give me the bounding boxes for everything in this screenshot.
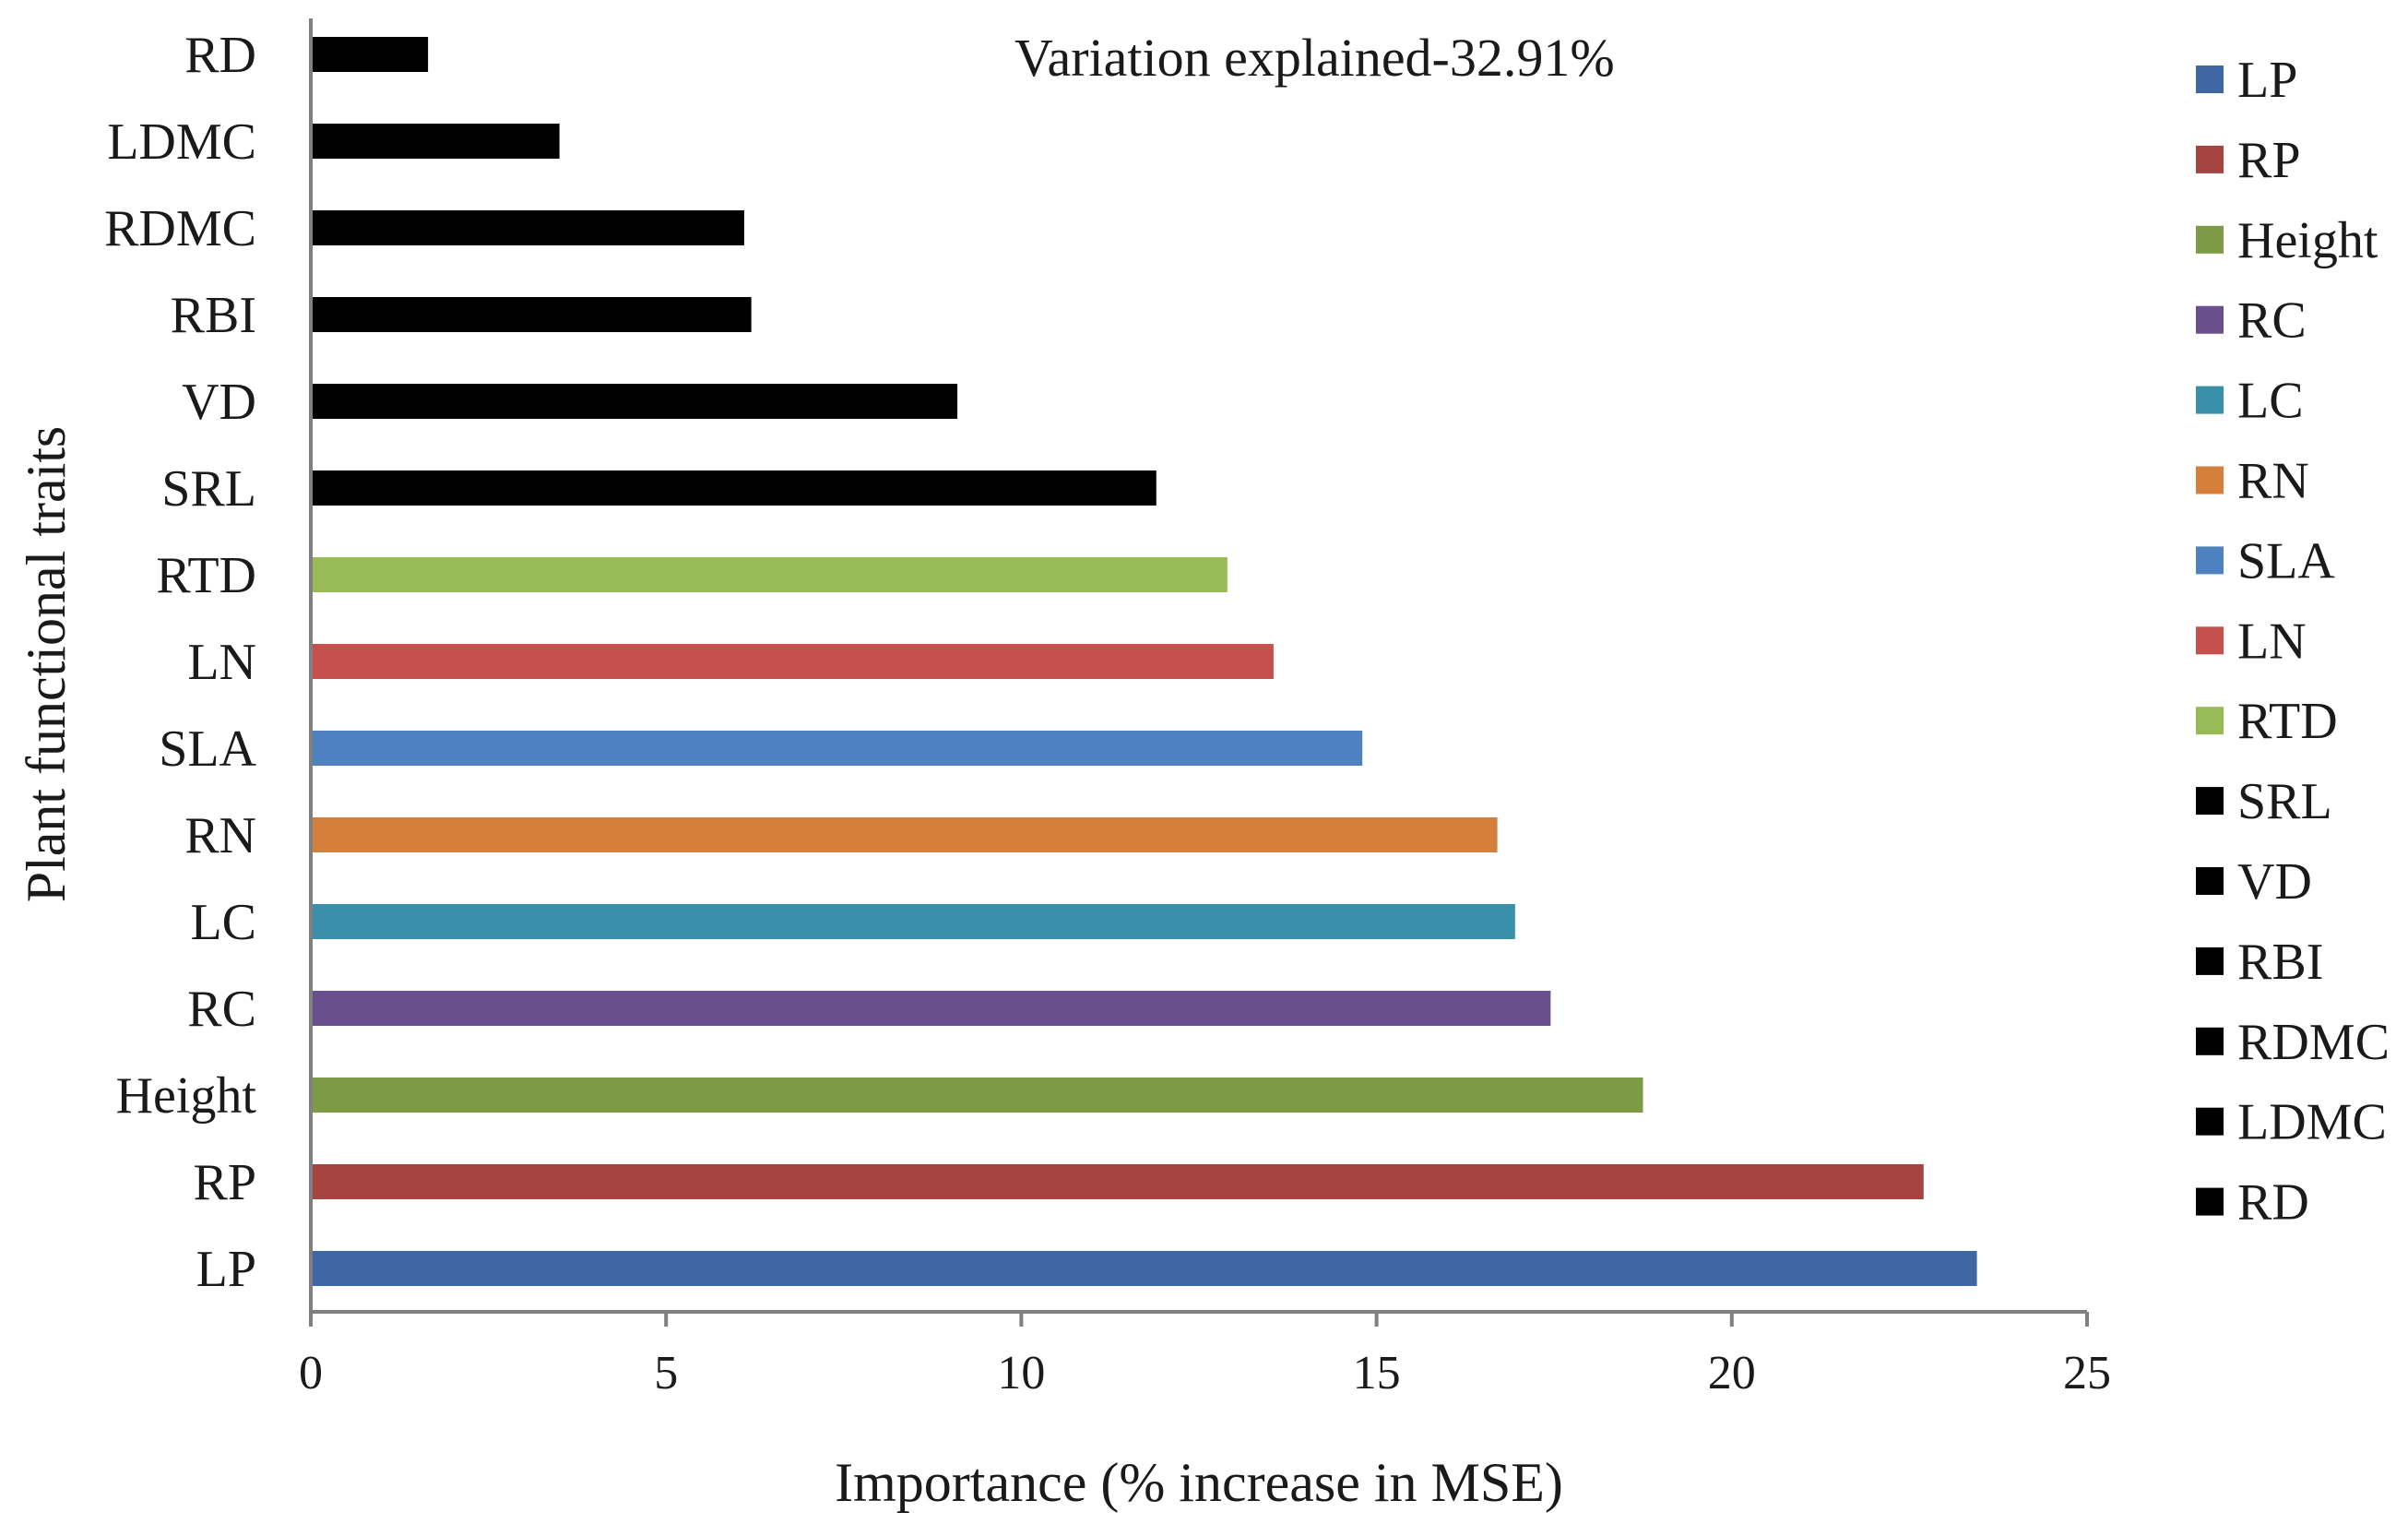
category-label-rn: RN — [184, 807, 256, 864]
bar-rdmc — [311, 210, 744, 245]
legend-label-rtd: RTD — [2237, 693, 2338, 750]
legend: LP RP Height RC LC RN SLA LN RTD SRL VD RBI RDMC LDMC… — [2196, 52, 2390, 1232]
legend-swatch-lc — [2196, 386, 2224, 414]
category-label-rd: RD — [184, 27, 256, 84]
category-label-vd: VD — [182, 374, 256, 431]
legend-label-rn: RN — [2237, 453, 2309, 510]
category-label-sla: SLA — [159, 720, 256, 778]
x-axis-ticks: 0 5 10 15 20 25 — [299, 1312, 2111, 1399]
x-tick-label: 25 — [2063, 1347, 2111, 1399]
legend-swatch-ln — [2196, 626, 2224, 655]
legend-label-ln: LN — [2237, 613, 2307, 670]
x-tick-label: 20 — [1708, 1347, 1756, 1399]
axes — [309, 18, 2087, 1325]
bar-vd — [311, 384, 958, 419]
legend-label-rbi: RBI — [2237, 934, 2323, 991]
category-label-ldmc: LDMC — [107, 113, 256, 171]
category-label-lp: LP — [196, 1241, 256, 1298]
category-label-rdmc: RDMC — [104, 200, 256, 257]
legend-label-lc: LC — [2237, 373, 2304, 430]
legend-label-vd: VD — [2237, 853, 2312, 911]
legend-swatch-rn — [2196, 466, 2224, 494]
bar-ln — [311, 644, 1274, 679]
category-labels: LP RP Height RC LC RN SLA LN RTD SRL VD RBI RDMC LDMC… — [104, 27, 256, 1298]
category-label-rc: RC — [187, 981, 256, 1038]
x-tick-label: 5 — [654, 1347, 678, 1399]
legend-label-srl: SRL — [2237, 773, 2332, 830]
legend-swatch-rbi — [2196, 947, 2224, 975]
bar-rbi — [311, 297, 752, 332]
legend-label-sla: SLA — [2237, 532, 2335, 589]
bar-height — [311, 1078, 1643, 1113]
bar-lc — [311, 904, 1515, 939]
legend-label-rp: RP — [2237, 132, 2301, 189]
bar-rc — [311, 991, 1551, 1026]
bar-rn — [311, 817, 1498, 852]
bar-rd — [311, 37, 429, 72]
legend-label-height: Height — [2237, 212, 2378, 269]
legend-label-lp: LP — [2237, 52, 2297, 109]
legend-label-ldmc: LDMC — [2237, 1094, 2387, 1151]
x-axis-title: Importance (% increase in MSE) — [835, 1452, 1563, 1513]
bar-rp — [311, 1164, 1924, 1199]
category-label-srl: SRL — [161, 460, 256, 518]
x-tick-label: 10 — [997, 1347, 1045, 1399]
x-tick-label: 0 — [299, 1347, 323, 1399]
legend-swatch-ldmc — [2196, 1107, 2224, 1136]
bar-sla — [311, 731, 1363, 766]
bar-lp — [311, 1251, 1977, 1286]
category-label-rbi: RBI — [171, 287, 256, 344]
bar-srl — [311, 470, 1157, 506]
x-tick-label: 15 — [1353, 1347, 1401, 1399]
legend-swatch-rc — [2196, 305, 2224, 334]
legend-swatch-vd — [2196, 867, 2224, 895]
category-label-rp: RP — [194, 1154, 257, 1211]
legend-swatch-rd — [2196, 1187, 2224, 1216]
y-axis-title: Plant functional traits — [16, 426, 77, 903]
category-label-lc: LC — [190, 894, 256, 951]
category-label-height: Height — [116, 1067, 257, 1125]
category-label-ln: LN — [187, 634, 256, 691]
bar-ldmc — [311, 124, 560, 159]
legend-swatch-lp — [2196, 65, 2224, 93]
bars — [311, 37, 1977, 1286]
legend-swatch-height — [2196, 225, 2224, 254]
legend-swatch-rtd — [2196, 707, 2224, 735]
legend-label-rc: RC — [2237, 292, 2307, 350]
legend-label-rd: RD — [2237, 1174, 2309, 1232]
legend-swatch-rp — [2196, 145, 2224, 173]
legend-swatch-rdmc — [2196, 1027, 2224, 1055]
legend-swatch-sla — [2196, 546, 2224, 575]
variation-annotation: Variation explained-32.91% — [1014, 28, 1615, 88]
legend-swatch-srl — [2196, 787, 2224, 816]
bar-rtd — [311, 557, 1228, 592]
category-label-rtd: RTD — [156, 547, 256, 604]
legend-label-rdmc: RDMC — [2237, 1014, 2390, 1071]
